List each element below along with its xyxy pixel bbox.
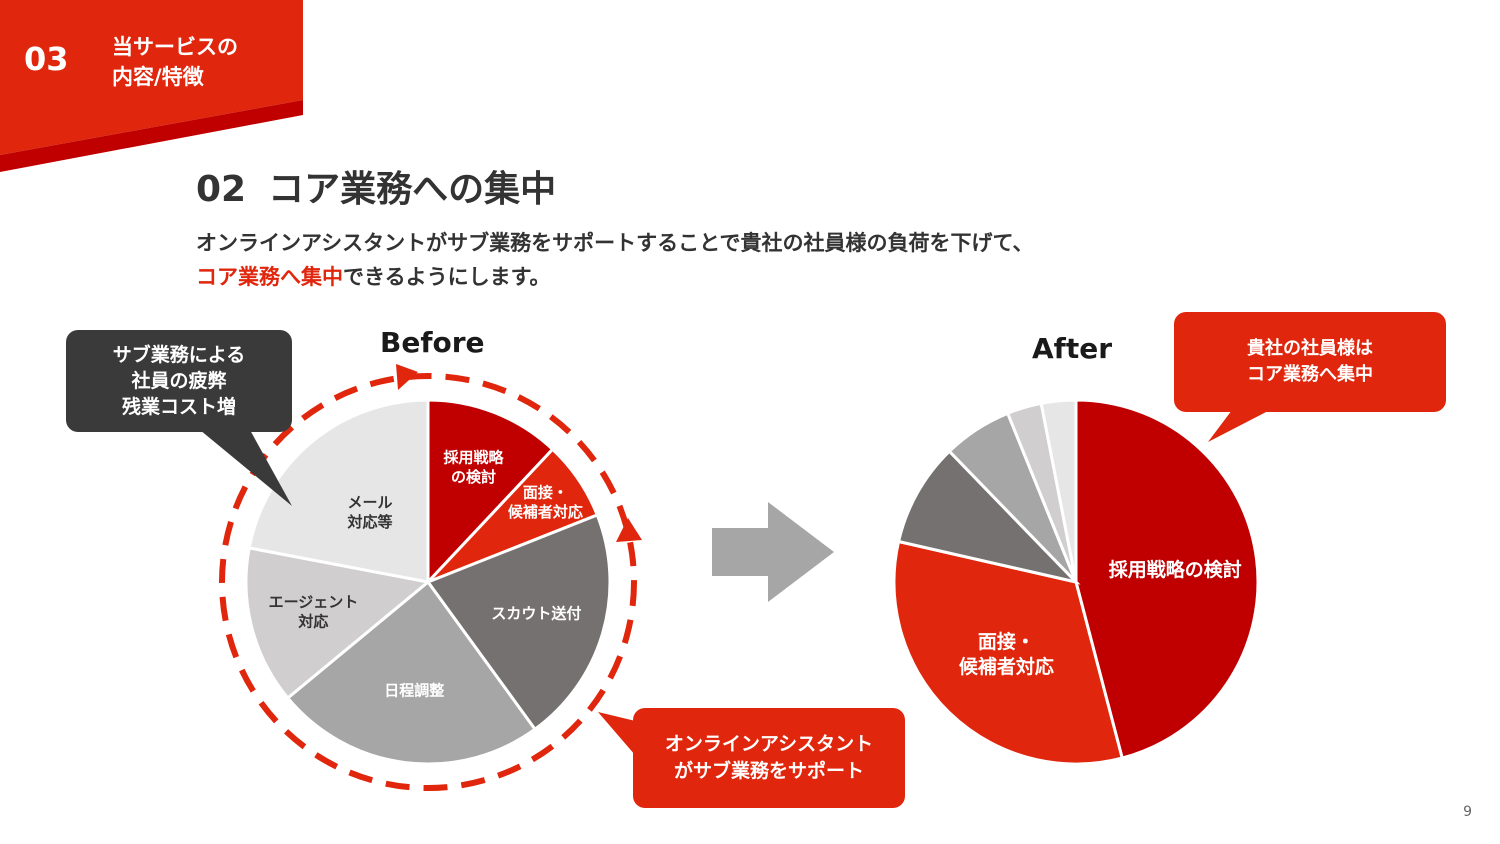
before-slice-label-5-line0: メール [347,493,392,511]
after-slice-label-1-line1: 候補者対応 [959,655,1054,678]
fatigue-callout: サブ業務による 社員の疲弊 残業コスト増 [66,330,292,432]
after-slice-1 [892,539,1125,766]
section-title-line2: 内容/特徴 [112,65,204,89]
before-slice-3 [285,579,538,766]
support-callout: オンラインアシスタント がサブ業務をサポート [633,708,905,808]
before-slice-label-4-line0: エージェント [269,593,359,611]
after-chart-title: After [1032,332,1113,365]
cycle-arrowhead-top [396,364,418,390]
before-slice-label-1-line0: 面接・ [523,484,568,502]
after-slice-0 [1074,398,1260,760]
before-slice-2 [425,513,612,732]
cycle-dashed-ring [219,373,637,791]
after-slice-label-0: 採用戦略の検討 [1109,558,1242,581]
before-slice-label-0-line0: 採用戦略 [444,448,505,466]
section-title: 当サービスの 内容/特徴 [112,32,292,92]
support-callout-line2: がサブ業務をサポート [673,760,864,782]
focus-callout-line2: コア業務へ集中 [1247,364,1373,385]
before-slice-label-2: スカウト送付 [491,605,581,623]
focus-callout-line1: 貴社の社員様は [1247,338,1373,359]
before-slice-0 [426,398,555,586]
page-number: 9 [1463,804,1472,820]
before-slice-4 [244,546,432,701]
before-chart-title: Before [380,326,485,359]
page-title-number: 02 [196,169,247,210]
cycle-arrowhead-right [616,518,642,542]
before-slice-label-3: 日程調整 [384,682,444,700]
fatigue-callout-line2: 社員の疲弊 [131,370,227,392]
before-slice-label-4-line1: 対応 [297,612,328,630]
description-line2: コア業務へ集中できるようにします。 [196,260,1033,294]
before-slice-5 [247,398,430,584]
focus-callout-tail [1208,410,1270,442]
page-title-text: コア業務への集中 [268,169,557,210]
description-emphasis: コア業務へ集中 [196,265,343,289]
after-slice-label-1-line0: 面接・ [978,631,1035,653]
before-slice-label-5-line1: 対応等 [346,513,392,531]
after-slice-5 [1039,398,1078,583]
fatigue-callout-line3: 残業コスト増 [121,396,236,418]
fatigue-callout-line1: サブ業務による [112,344,246,366]
description-rest: できるようにします。 [343,265,551,289]
after-slice-2 [896,449,1081,585]
description-line1: オンラインアシスタントがサブ業務をサポートすることで貴社の社員様の負荷を下げて、 [196,231,1034,255]
page-description: オンラインアシスタントがサブ業務をサポートすることで貴社の社員様の負荷を下げて、… [196,226,1033,294]
fatigue-callout-tail [200,430,292,506]
section-banner [0,0,303,172]
support-callout-line1: オンラインアシスタント [664,733,874,755]
page-title: 02 コア業務への集中 [196,160,556,212]
before-slice-label-1-line1: 候補者対応 [508,503,583,521]
transition-arrow [712,502,834,602]
section-number: 03 [24,40,69,78]
section-title-line1: 当サービスの [112,35,238,59]
before-slice-label-0-line1: の検討 [451,468,496,486]
focus-callout: 貴社の社員様は コア業務へ集中 [1174,312,1446,412]
